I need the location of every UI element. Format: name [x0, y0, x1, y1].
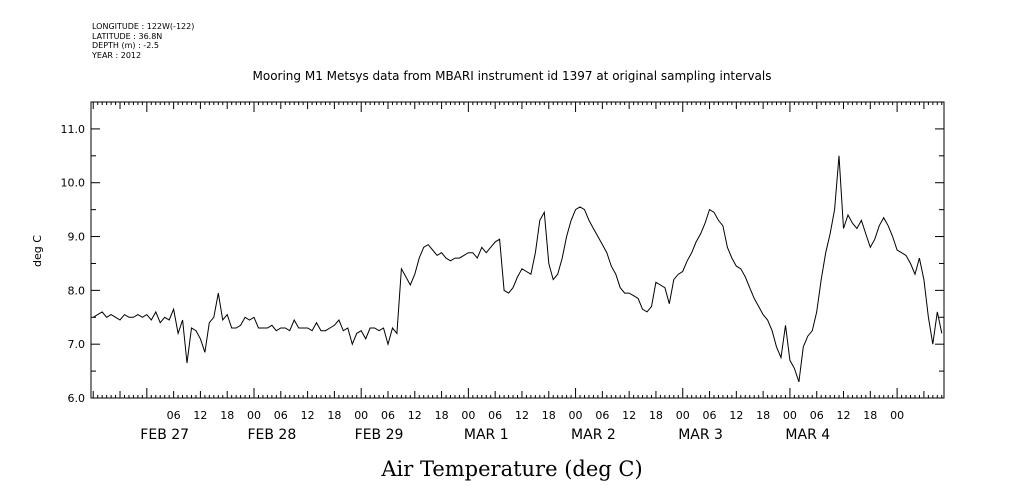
x-hour-label: 06	[810, 409, 824, 422]
depth-label: DEPTH (m) : -2.5	[92, 41, 159, 50]
x-axis-label: Air Temperature (deg C)	[380, 457, 642, 481]
air-temperature-line	[92, 155, 943, 383]
x-hour-label: 12	[193, 409, 207, 422]
y-tick-label: 6.0	[68, 392, 86, 405]
x-hour-label: 00	[676, 409, 690, 422]
x-hour-label: 12	[301, 409, 315, 422]
x-hour-label: 00	[354, 409, 368, 422]
longitude-label: LONGITUDE : 122W(-122)	[92, 22, 195, 31]
x-hour-label: 18	[756, 409, 770, 422]
x-hour-label: 06	[703, 409, 717, 422]
x-hour-label: 06	[274, 409, 288, 422]
x-hour-label: 00	[461, 409, 475, 422]
x-hour-label: 18	[220, 409, 234, 422]
x-hour-label: 00	[890, 409, 904, 422]
x-hour-label: 12	[408, 409, 422, 422]
x-hour-label: 12	[837, 409, 851, 422]
chart-title: Mooring M1 Metsys data from MBARI instru…	[253, 69, 772, 83]
x-hour-label: 00	[247, 409, 261, 422]
y-tick-label: 9.0	[68, 231, 86, 244]
x-hour-label: 06	[595, 409, 609, 422]
y-tick-label: 10.0	[61, 177, 86, 190]
x-day-label: FEB 29	[355, 427, 404, 443]
x-hour-label: 12	[515, 409, 529, 422]
latitude-label: LATITUDE : 36.8N	[92, 31, 163, 41]
x-hour-label: 12	[729, 409, 743, 422]
x-hour-label: 18	[863, 409, 877, 422]
y-axis-label: deg C	[31, 235, 44, 267]
x-hour-label: 06	[167, 409, 181, 422]
x-hour-label: 06	[381, 409, 395, 422]
x-hour-label: 06	[488, 409, 502, 422]
x-day-label: FEB 28	[247, 427, 296, 443]
y-tick-label: 7.0	[68, 338, 86, 351]
x-hour-label: 18	[327, 409, 341, 422]
x-hour-label: 12	[622, 409, 636, 422]
x-day-label: MAR 1	[464, 427, 509, 443]
x-day-label: FEB 27	[140, 427, 189, 443]
x-hour-label: 18	[542, 409, 556, 422]
x-hour-label: 18	[649, 409, 663, 422]
metadata-block: LONGITUDE : 122W(-122) LATITUDE : 36.8N …	[92, 22, 194, 60]
x-day-label: MAR 2	[571, 427, 616, 443]
x-hour-label: 00	[783, 409, 797, 422]
plot-frame	[90, 101, 945, 399]
x-hour-label: 18	[435, 409, 449, 422]
year-label: YEAR : 2012	[92, 50, 142, 60]
y-tick-label: 11.0	[61, 123, 86, 136]
x-day-label: MAR 3	[678, 427, 723, 443]
y-tick-label: 8.0	[68, 284, 86, 297]
chart-axes: 6.0 7.0 8.0 9.0 10.0 11.0 06 12 18 00 06 12 18 00 06 12…	[61, 101, 945, 443]
data-layer	[92, 155, 943, 383]
x-hour-label: 00	[569, 409, 583, 422]
x-day-label: MAR 4	[785, 427, 830, 443]
